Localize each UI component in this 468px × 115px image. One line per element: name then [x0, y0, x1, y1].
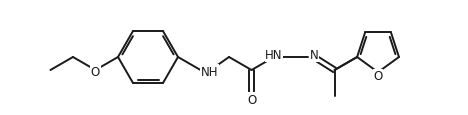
Text: NH: NH: [200, 65, 218, 78]
Text: O: O: [247, 93, 256, 106]
Text: HN: HN: [265, 49, 283, 61]
Text: O: O: [373, 70, 383, 82]
Text: N: N: [310, 49, 319, 61]
Text: O: O: [91, 65, 100, 78]
